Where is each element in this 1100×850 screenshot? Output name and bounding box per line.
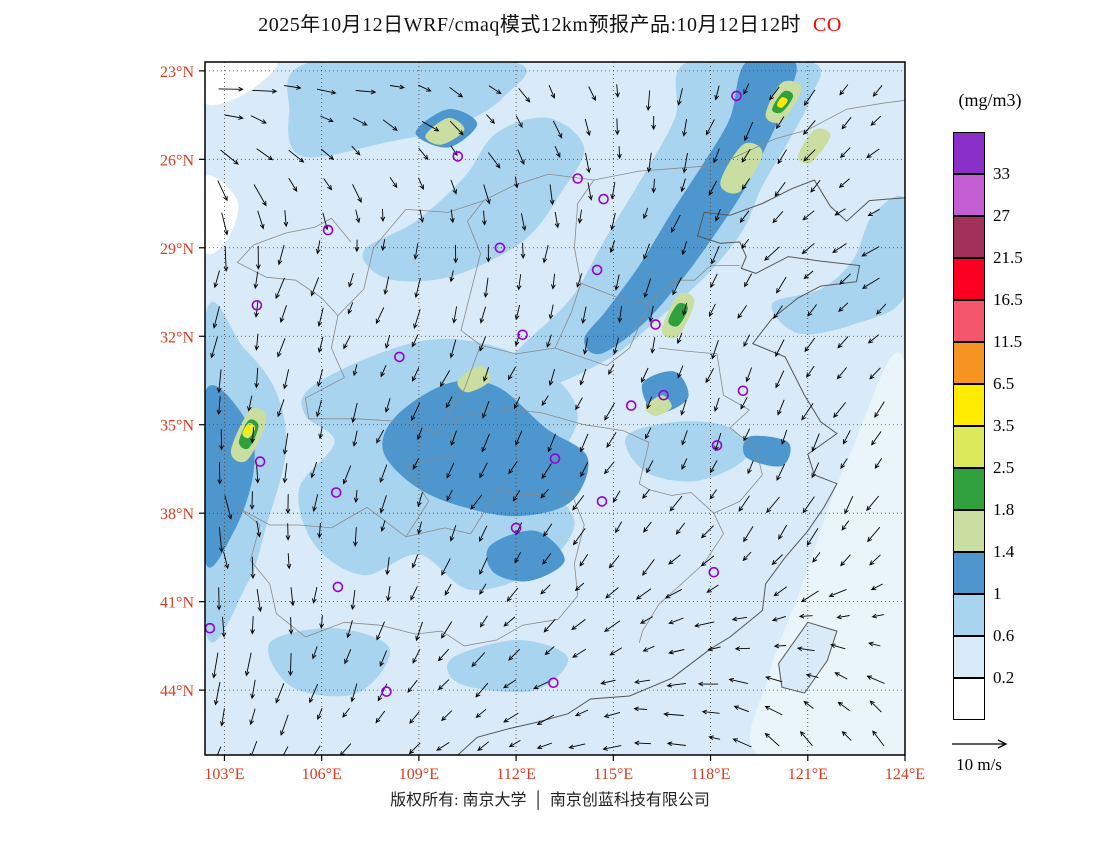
taiwan-outline (778, 621, 838, 694)
region-contour (625, 421, 748, 482)
province-border (454, 406, 650, 490)
province-border (460, 173, 595, 355)
city-marker (572, 173, 584, 184)
city-marker (596, 496, 608, 507)
city-marker (254, 456, 266, 467)
page-title: 2025年10月12日WRF/cmaq模式12km预报产品:10月12日12时 C… (0, 8, 1100, 37)
province-border (648, 265, 740, 305)
map-border (204, 61, 906, 756)
wind-reference-arrow-icon (952, 739, 1008, 749)
lat-axis-label: 44°N (160, 683, 194, 700)
wind-reference: 10 m/s (952, 739, 1008, 774)
city-marker (598, 193, 609, 205)
lon-axis-label: 124°E (885, 766, 925, 783)
province-border (237, 506, 306, 638)
city-marker (381, 686, 392, 697)
city-marker (711, 440, 723, 451)
region-contour (771, 195, 905, 335)
province-border (713, 474, 763, 534)
wind-vectors (210, 83, 887, 755)
city-marker (332, 581, 344, 593)
copyright-text: 版权所有: 南京大学 │ 南京创蓝科技有限公司 (0, 786, 1100, 810)
forecast-title: 2025年10月12日WRF/cmaq模式12km预报产品:10月12日12时 (258, 14, 802, 36)
region-contour (268, 628, 391, 697)
region-contour (446, 639, 569, 693)
region-contour (243, 425, 253, 435)
region-contour (798, 128, 831, 164)
city-marker (708, 566, 720, 578)
copyright-left: 版权所有: 南京大学 (390, 792, 527, 809)
city-marker (322, 224, 334, 236)
province-border (237, 418, 455, 538)
region-contour (205, 62, 278, 106)
wind-reference-label: 10 m/s (956, 755, 1002, 774)
city-marker-layer (205, 90, 749, 697)
province-border (658, 347, 763, 475)
lat-axis-label: 41°N (160, 595, 194, 612)
city-marker (452, 151, 464, 162)
province-border (638, 533, 724, 644)
city-marker (510, 522, 522, 534)
lon-axis-label: 103°E (204, 766, 244, 783)
region-contour (645, 395, 672, 416)
region-contour (584, 62, 797, 355)
province-border (593, 99, 905, 181)
graticule-layer (205, 62, 905, 755)
city-marker (517, 329, 528, 341)
region-contour (425, 117, 465, 145)
lat-axis-label: 26°N (160, 152, 194, 169)
lon-axis-label: 115°E (594, 766, 634, 783)
copyright-right: 南京创蓝科技有限公司 (549, 792, 710, 809)
axis-labels: 44°N 41°N 38°N 35°N 32°N 29°N 26°N 23°N 103°E 106… (160, 64, 925, 783)
lat-axis-label: 23°N (160, 64, 194, 81)
lat-axis-label: 29°N (160, 241, 194, 258)
boundary-layer (236, 99, 905, 755)
province-border (554, 282, 650, 367)
lon-axis-label: 121°E (788, 766, 828, 783)
province-border (405, 486, 572, 538)
coastline (457, 179, 905, 755)
lon-axis-label: 106°E (302, 766, 342, 783)
wind-vector-layer (210, 83, 887, 755)
city-marker (394, 351, 405, 363)
lat-axis-label: 35°N (160, 418, 194, 435)
city-marker (549, 453, 561, 464)
city-marker (591, 264, 603, 276)
region-contour (777, 97, 788, 108)
region-contour (362, 117, 585, 282)
map-layers (205, 62, 905, 755)
lat-axis-label: 32°N (160, 329, 194, 346)
city-marker (731, 90, 742, 102)
lat-axis-label: 38°N (160, 506, 194, 523)
city-marker (737, 385, 749, 397)
region-contour (205, 175, 239, 255)
province-border (305, 209, 481, 435)
city-marker (650, 319, 661, 330)
region-contour (287, 62, 527, 158)
city-marker (625, 400, 637, 411)
pollutant-label: CO (813, 14, 842, 36)
city-marker (330, 487, 342, 498)
city-marker (251, 299, 263, 311)
region-contour (486, 530, 565, 582)
city-marker (494, 242, 506, 254)
city-marker (548, 677, 559, 689)
province-border (305, 618, 559, 647)
lon-axis-label: 109°E (399, 766, 439, 783)
city-marker (658, 389, 669, 401)
copyright-separator: │ (532, 792, 544, 809)
lon-axis-label: 112°E (496, 766, 536, 783)
province-border (557, 492, 585, 620)
province-border (236, 217, 352, 316)
region-contour (668, 303, 688, 327)
region-contour (742, 435, 791, 467)
region-contour (720, 142, 763, 194)
province-border (648, 489, 715, 514)
lon-axis-label: 118°E (691, 766, 731, 783)
